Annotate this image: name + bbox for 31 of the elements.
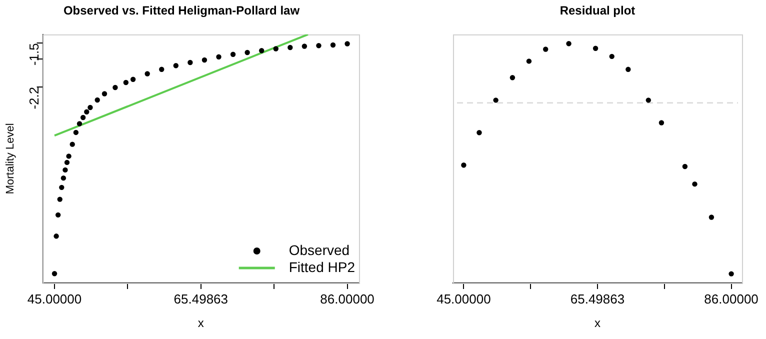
x-tick-label: 65.49863	[174, 291, 228, 306]
point	[692, 181, 698, 187]
point	[646, 98, 652, 103]
point	[493, 98, 498, 103]
point	[526, 58, 532, 64]
point	[609, 54, 614, 60]
point	[510, 75, 516, 80]
y-axis-title: Mortality Level	[4, 123, 17, 194]
point	[566, 41, 572, 46]
x-tick-label: 45.00000	[27, 291, 82, 306]
point	[461, 162, 466, 168]
chart-title: Residual plot	[560, 4, 636, 18]
point	[476, 130, 482, 136]
point	[543, 46, 548, 52]
x-tick-label: 86.00000	[320, 291, 374, 306]
legend-label: Observed	[288, 242, 350, 258]
x-tick-label: 86.00000	[704, 291, 758, 306]
point	[658, 120, 664, 126]
x-tick-label: 65.49863	[570, 291, 625, 306]
point	[728, 271, 734, 276]
x-axis-title: x	[198, 316, 204, 330]
x-axis-title: x	[594, 316, 600, 330]
legend-label: Fitted HP2	[288, 258, 356, 275]
y-tick-label: -2.2	[26, 86, 42, 110]
point	[592, 46, 598, 51]
y-tick-label: -1.5	[26, 43, 42, 66]
point	[708, 214, 714, 220]
chart-title: Observed vs. Fitted Heligman-Pollard law	[63, 4, 300, 18]
point	[626, 66, 631, 72]
x-tick-label: 45.00000	[436, 291, 491, 306]
point	[682, 164, 688, 170]
